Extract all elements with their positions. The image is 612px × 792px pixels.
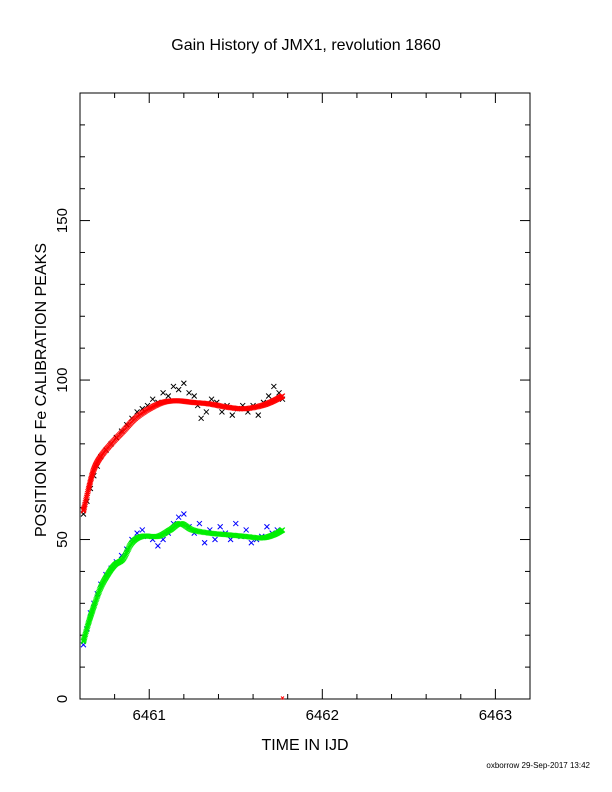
data-point [180, 380, 187, 387]
data-point [232, 520, 239, 527]
curve-point [93, 596, 99, 603]
curve-point [82, 630, 89, 636]
data-point [217, 523, 224, 530]
data-point [198, 415, 205, 422]
y-tick-label: 100 [54, 368, 71, 393]
plot-frame [79, 92, 531, 700]
series-3 [80, 520, 286, 645]
footer-timestamp: oxborrow 29-Sep-2017 13:42 [486, 761, 590, 770]
data-point [265, 393, 272, 399]
series-1 [80, 393, 286, 514]
data-point [155, 543, 161, 549]
data-point [255, 412, 262, 418]
data-point [208, 396, 215, 403]
data-point [248, 539, 255, 546]
x-tick-label: 6461 [133, 707, 166, 724]
data-point [149, 396, 156, 403]
data-point [243, 527, 250, 533]
data-point [186, 389, 192, 396]
chart-title: Gain History of JMX1, revolution 1860 [171, 37, 441, 54]
data-point [270, 383, 277, 390]
data-point [229, 412, 236, 418]
data-point [139, 527, 146, 533]
data-point [201, 539, 208, 546]
series-2 [80, 511, 281, 648]
curve-point [93, 595, 100, 601]
axis-marker [280, 696, 285, 700]
y-axis-label: POSITION OF Fe CALIBRATION PEAKS [33, 243, 50, 537]
curve-point [82, 631, 89, 638]
y-tick-label: 50 [54, 531, 71, 548]
y-tick-label: 0 [54, 695, 71, 703]
data-point [212, 536, 218, 543]
x-tick-label: 6462 [306, 707, 339, 724]
data-point [196, 520, 203, 527]
data-point [165, 393, 172, 399]
curve-point [83, 628, 89, 635]
data-point [160, 389, 166, 396]
data-point [175, 386, 182, 393]
data-point [219, 409, 225, 415]
data-point [191, 393, 198, 399]
curve-point [279, 393, 286, 399]
x-tick-label: 6463 [479, 707, 512, 724]
data-point [264, 523, 270, 530]
x-axis-label: TIME IN IJD [261, 737, 349, 754]
y-tick-label: 150 [54, 208, 71, 233]
data-point [203, 409, 210, 415]
curve-point [83, 627, 90, 633]
data-point [175, 514, 182, 521]
data-point [180, 511, 187, 517]
data-point [170, 383, 177, 390]
curve-point [279, 527, 286, 533]
curve-point [85, 488, 91, 495]
